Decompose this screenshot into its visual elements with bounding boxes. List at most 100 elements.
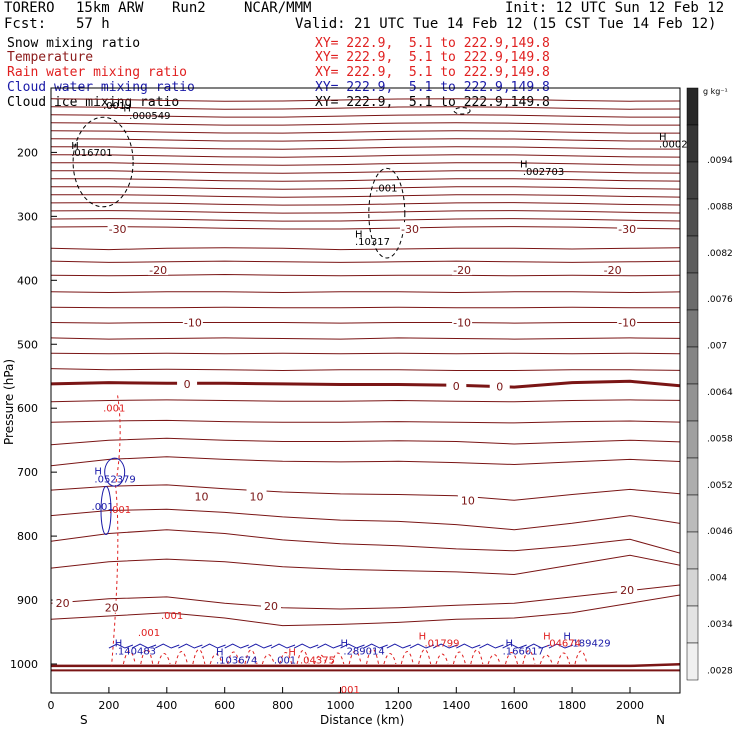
header-org: NCAR/MMM — [244, 0, 312, 16]
extremum-label: H — [355, 229, 363, 240]
rain-contour — [452, 651, 466, 665]
rain-contour — [505, 652, 518, 665]
temperature-label: 10 — [461, 494, 475, 507]
x-tick-label: 0 — [48, 699, 55, 712]
colorbar-swatch — [686, 198, 699, 237]
colorbar-label: .0088 — [707, 202, 733, 212]
temperature-contour — [51, 663, 680, 668]
temperature-contour — [51, 419, 680, 424]
rain-contour — [400, 651, 414, 665]
temperature-contour — [51, 322, 680, 324]
temperature-contour — [51, 146, 680, 150]
extremum-label: .001 — [274, 655, 296, 666]
colorbar-swatch — [686, 161, 699, 200]
extremum-label: H — [115, 639, 123, 650]
y-tick-label: 1000 — [10, 658, 38, 671]
colorbar-swatch — [686, 87, 699, 126]
x-tick-label: 1600 — [500, 699, 528, 712]
rain-contour — [227, 651, 241, 665]
cloud-water-contour — [386, 643, 411, 649]
extremum-label: .000549 — [129, 111, 170, 122]
extremum-label: .001 — [103, 403, 125, 414]
rain-contour — [174, 651, 188, 665]
temperature-contour — [51, 273, 680, 277]
temperature-contour — [51, 106, 680, 110]
header-model: TORERO — [4, 0, 55, 16]
extremum-label: H — [506, 639, 514, 650]
contour-label-bg — [452, 315, 473, 328]
cloud-water-contour — [224, 643, 249, 649]
temperature-contour — [51, 98, 680, 102]
temperature-contour — [51, 352, 680, 355]
y-tick-label: 500 — [17, 338, 38, 351]
rain-contour — [111, 395, 121, 666]
extremum-label: .04375 — [300, 655, 335, 666]
extremum-label: .001 — [103, 101, 125, 112]
cloud-water-contour — [548, 643, 574, 649]
temperature-label: 20 — [264, 600, 278, 613]
temperature-contour — [51, 399, 680, 403]
temperature-contour — [51, 218, 680, 222]
rain-contour — [470, 649, 484, 665]
contour-label-bg — [452, 263, 473, 276]
extremum-label: .001 — [92, 502, 114, 513]
cloud-water-contour — [178, 643, 203, 649]
cloud-water-contour — [247, 643, 273, 649]
temperature-contour — [51, 529, 680, 554]
rain-contour — [192, 649, 206, 665]
cloud-water-contour — [363, 643, 388, 649]
legend-snow-xy: XY= 222.9, 5.1 to 222.9,149.8 — [315, 36, 550, 51]
temperature-label: -20 — [453, 264, 471, 277]
contour-label-bg — [489, 379, 510, 392]
cloud-ice-contour — [72, 116, 134, 208]
extremum-label: H — [520, 160, 528, 171]
contour-label-bg — [148, 263, 169, 276]
colorbar-label: .007 — [707, 342, 727, 352]
extremum-label: .001 — [161, 611, 183, 622]
temperature-label: 20 — [620, 584, 634, 597]
extremum-label: .001 — [338, 685, 360, 696]
cloud-water-contour — [100, 486, 112, 536]
temperature-contour — [51, 594, 680, 627]
header-valid: Valid: 21 UTC Tue 14 Feb 12 (15 CST Tue … — [295, 16, 717, 32]
x-tick-label: 1800 — [558, 699, 586, 712]
colorbar-unit: g kg⁻¹ — [703, 87, 728, 96]
colorbar-swatch — [686, 642, 699, 681]
temperature-contour — [51, 379, 680, 389]
colorbar-swatch — [686, 309, 699, 348]
extremum-label: .052379 — [94, 474, 135, 485]
temperature-contour — [51, 437, 680, 446]
rain-contour — [348, 650, 362, 665]
header-run: Run2 — [172, 0, 206, 16]
cloud-water-contour — [525, 643, 550, 649]
colorbar-label: .0058 — [707, 434, 733, 444]
cloud-water-contour — [104, 457, 126, 487]
temperature-contour — [51, 186, 680, 190]
extremum-label: H — [419, 632, 427, 643]
temperature-label: 0 — [453, 380, 460, 393]
temperature-label: 20 — [56, 597, 70, 610]
extremum-label: .01799 — [424, 639, 459, 650]
temperature-contour — [51, 194, 680, 198]
x-tick-label: 600 — [214, 699, 235, 712]
contour-label-bg — [261, 598, 282, 611]
contour-label-bg — [101, 600, 122, 613]
extremum-label: H — [288, 648, 296, 659]
legend-cloudice-name: Cloud ice mixing ratio — [7, 95, 180, 110]
colorbar-label: .0046 — [707, 527, 733, 537]
cloud-water-contour — [340, 643, 365, 649]
colorbar-swatch — [686, 235, 699, 274]
colorbar-label: .0052 — [707, 481, 733, 491]
plot-frame — [50, 87, 681, 694]
colorbar-label: .0076 — [707, 295, 733, 305]
temperature-contour — [51, 456, 680, 467]
y-tick-label: 200 — [17, 146, 38, 159]
contour-label-bg — [446, 378, 467, 391]
rain-contour — [296, 650, 310, 665]
colorbar-swatch — [686, 272, 699, 311]
temperature-label: 0 — [496, 380, 503, 393]
y-tick-label: 600 — [17, 402, 38, 415]
rain-contour — [157, 653, 171, 665]
contour-label-bg — [246, 489, 267, 502]
contour-label-bg — [107, 222, 128, 235]
